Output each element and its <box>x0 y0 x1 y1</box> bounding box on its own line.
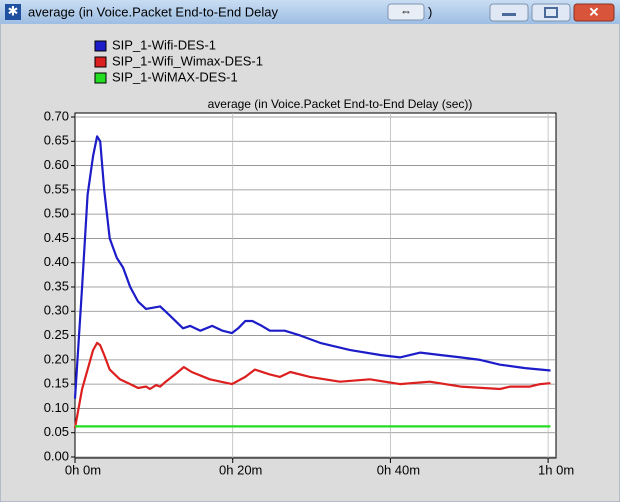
app-icon-star: ✱ <box>8 3 19 18</box>
y-tick-label: 0.10 <box>44 400 69 415</box>
close-glyph: ✕ <box>589 4 600 19</box>
legend-label: SIP_1-WiMAX-DES-1 <box>112 69 238 84</box>
minimize-glyph <box>502 13 516 16</box>
chart-title: average (in Voice.Packet End-to-End Dela… <box>208 97 473 111</box>
swap-arrow: ⇔ <box>400 4 412 18</box>
y-tick-label: 0.45 <box>44 230 69 245</box>
legend-swatch <box>94 56 107 68</box>
window-title: average (in Voice.Packet End-to-End Dela… <box>28 4 279 19</box>
minimize-button[interactable] <box>489 3 529 22</box>
series-line <box>73 341 551 429</box>
y-tick-label: 0.70 <box>44 108 69 123</box>
x-tick-label: 0h 20m <box>219 462 262 477</box>
legend-label: SIP_1-Wifi_Wimax-DES-1 <box>112 53 263 68</box>
legend-swatch <box>94 40 107 52</box>
swap-icon[interactable] <box>387 3 425 21</box>
y-tick-label: 0.60 <box>44 157 69 172</box>
maximize-button[interactable] <box>531 3 571 22</box>
y-tick-label: 0.30 <box>44 303 69 318</box>
plot-area <box>74 112 557 459</box>
y-tick-label: 0.65 <box>44 133 69 148</box>
y-tick-label: 0.35 <box>44 278 69 293</box>
y-tick-label: 0.20 <box>44 351 69 366</box>
y-tick-label: 0.55 <box>44 181 69 196</box>
x-tick-label: 0h 40m <box>377 462 420 477</box>
app-icon <box>5 4 21 20</box>
x-tick-label: 0h 0m <box>65 462 101 477</box>
y-tick-label: 0.40 <box>44 254 69 269</box>
legend-label: SIP_1-Wifi-DES-1 <box>112 37 216 52</box>
series-line <box>73 135 551 399</box>
close-button[interactable] <box>573 3 615 22</box>
y-tick-label: 0.00 <box>44 448 69 463</box>
legend-swatch <box>94 72 107 84</box>
y-tick-label: 0.25 <box>44 327 69 342</box>
x-tick-label: 1h 0m <box>538 462 574 477</box>
window-title-tail: ) <box>428 4 432 19</box>
y-tick-label: 0.05 <box>44 424 69 439</box>
y-tick-label: 0.15 <box>44 376 69 391</box>
maximize-glyph <box>544 7 558 18</box>
y-tick-label: 0.50 <box>44 206 69 221</box>
